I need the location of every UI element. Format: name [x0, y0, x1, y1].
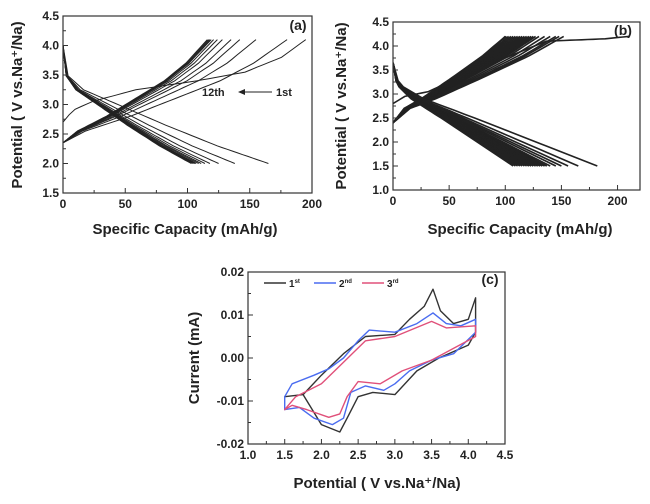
cv-curve-1st	[284, 288, 477, 433]
x-tick-label: 200	[608, 194, 628, 208]
legend-suffix: rd	[393, 279, 399, 285]
x-tick-label: 200	[302, 197, 322, 211]
x-tick-label: 2.0	[313, 448, 330, 462]
x-axis-label: Potential ( V vs.Na⁺/Na)	[293, 475, 460, 492]
legend-suffix: nd	[345, 279, 353, 285]
annotation-start-label: 1st	[276, 87, 292, 99]
discharge-curve-cycle-3	[63, 45, 219, 164]
y-tick-label: 4.5	[42, 9, 59, 23]
curves	[284, 288, 477, 433]
x-tick-label: 1.5	[276, 448, 293, 462]
x-tick-label: 0	[60, 197, 67, 211]
legend-item-3rd: 3rd	[362, 279, 399, 290]
legend-number: 1	[289, 279, 295, 290]
x-tick-label: 50	[119, 197, 133, 211]
y-tick-label: -0.02	[217, 437, 245, 451]
panel-label: (a)	[289, 17, 306, 33]
y-tick-label: 2.5	[42, 127, 59, 141]
x-tick-label: 50	[442, 194, 456, 208]
x-tick-label: 3.5	[423, 448, 440, 462]
panel-label: (b)	[614, 22, 632, 38]
charge-curve-cycle-3	[63, 39, 257, 144]
annotation-arrow-head	[238, 89, 245, 95]
y-tick-label: 4.5	[372, 15, 389, 29]
curves	[393, 35, 629, 167]
y-tick-label: 3.0	[42, 98, 59, 112]
discharge-curve-cycle-5	[63, 45, 206, 164]
y-tick-label: 4.0	[42, 39, 59, 53]
x-tick-label: 100	[177, 197, 197, 211]
charge-curve-cycle-12	[63, 39, 208, 144]
discharge-curve-cycle-12	[63, 45, 192, 164]
x-tick-label: 100	[495, 194, 515, 208]
y-tick-label: 2.5	[372, 111, 389, 125]
legend-item-2nd: 2nd	[314, 279, 352, 290]
legend-label: 3rd	[387, 279, 399, 290]
y-tick-label: 0.02	[221, 265, 245, 279]
x-tick-label: 0	[390, 194, 397, 208]
panel-b: 0 50 100 150 200 1.0 1.5 2.0 2.5 3.0 3.5 4.0 4.5 Spec…	[333, 15, 641, 238]
y-axis-label: Potential ( V vs.Na⁺/Na)	[9, 21, 26, 188]
charge-curve-cycle-6	[393, 35, 546, 124]
discharge-curve-cycle-2	[393, 62, 579, 167]
y-tick-label: 2.0	[42, 157, 59, 171]
charge-curve-cycle-2	[63, 39, 288, 144]
x-axis-label: Specific Capacity (mAh/g)	[427, 221, 612, 238]
curves	[63, 39, 307, 164]
x-tick-label: 4.0	[460, 448, 477, 462]
y-tick-label: 3.0	[372, 87, 389, 101]
legend-item-1st: 1st	[264, 279, 300, 290]
discharge-curve-cycle-1	[393, 62, 598, 167]
plot-frame	[247, 271, 506, 445]
discharge-curve-cycle-2	[63, 45, 235, 164]
y-tick-label: 1.0	[372, 183, 389, 197]
legend-label: 2nd	[339, 279, 352, 290]
cv-curve-3rd	[284, 320, 477, 418]
panel-a: 0 50 100 150 200 1.5 2.0 2.5 3.0 3.5 4.0 4.5 Specifi…	[9, 9, 322, 238]
y-tick-label: 0.00	[221, 351, 245, 365]
panel-label: (c)	[481, 271, 498, 287]
y-tick-label: 1.5	[42, 186, 59, 200]
x-axis-label: Specific Capacity (mAh/g)	[92, 221, 277, 238]
charge-curve-cycle-4	[63, 39, 241, 144]
panel-c: 1.0 1.5 2.0 2.5 3.0 3.5 4.0 4.5 -0.02 -0.01 0.00 0.…	[186, 265, 514, 492]
legend-label: 1st	[289, 279, 300, 290]
y-tick-label: 4.0	[372, 39, 389, 53]
charge-curve-cycle-4	[393, 35, 557, 124]
y-axis-label: Potential ( V vs.Na⁺/Na)	[333, 22, 350, 189]
legend-number: 3	[387, 279, 393, 290]
x-tick-label: 2.5	[350, 448, 367, 462]
charge-curve-cycle-22	[393, 35, 506, 124]
x-tick-label: 150	[240, 197, 260, 211]
x-tick-label: 1.0	[240, 448, 257, 462]
x-tick-label: 150	[551, 194, 571, 208]
annotation-end-label: 12th	[202, 87, 225, 99]
y-axis-label: Current (mA)	[186, 312, 203, 405]
discharge-curve-cycle-1	[63, 45, 269, 164]
y-tick-label: 1.5	[372, 159, 389, 173]
x-tick-label: 4.5	[497, 448, 514, 462]
y-tick-label: 0.01	[221, 308, 245, 322]
y-tick-label: 2.0	[372, 135, 389, 149]
x-tick-label: 3.0	[387, 448, 404, 462]
y-tick-label: 3.5	[42, 68, 59, 82]
y-tick-label: -0.01	[217, 394, 245, 408]
cv-curve-2nd	[284, 312, 477, 426]
charge-curve-cycle-5	[63, 39, 232, 144]
legend-number: 2	[339, 279, 345, 290]
y-tick-label: 3.5	[372, 63, 389, 77]
discharge-curve-cycle-22	[393, 62, 514, 167]
legend-suffix: st	[295, 279, 300, 285]
